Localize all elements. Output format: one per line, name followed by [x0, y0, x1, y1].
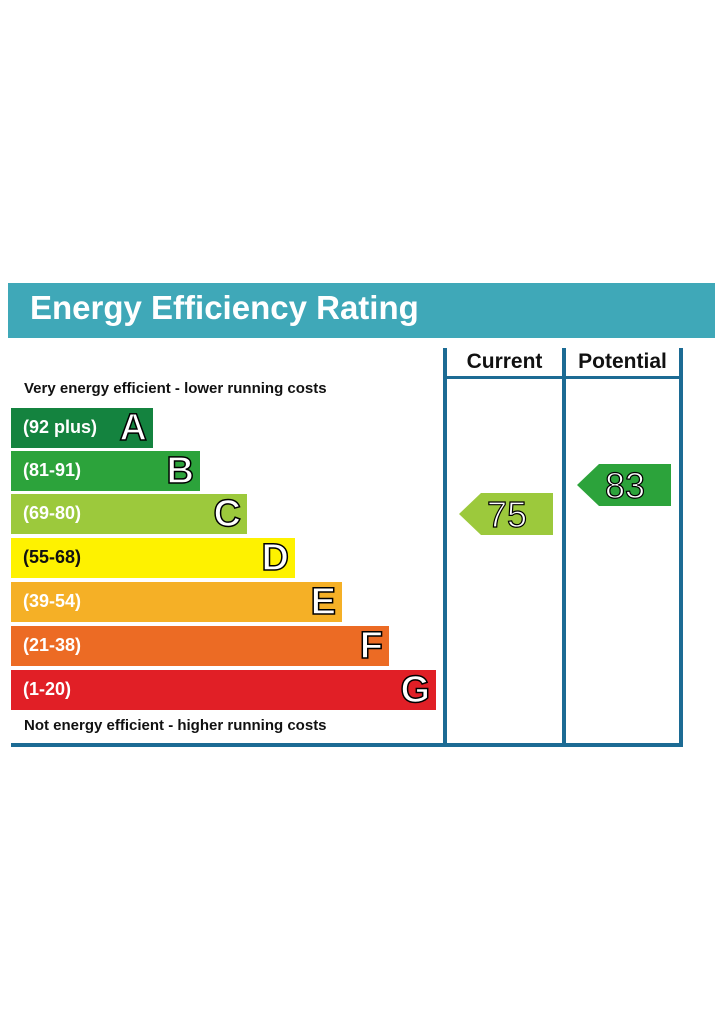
band-range-label: (39-54)	[23, 591, 82, 611]
chart-title: Energy Efficiency Rating	[30, 289, 419, 326]
frame-left-divider	[443, 348, 447, 747]
frame-middle-divider	[562, 348, 566, 747]
band-letter: F	[359, 624, 384, 668]
potential-rating-value: 83	[604, 464, 646, 506]
current-rating-pointer: 75	[459, 493, 553, 536]
band-letter: E	[310, 580, 337, 624]
potential-rating-pointer: 83	[577, 464, 671, 507]
band-e: (39-54) E	[11, 580, 342, 624]
header-underline	[443, 376, 683, 379]
band-letter: G	[400, 668, 431, 712]
band-g: (1-20) G	[11, 668, 436, 712]
band-range-label: (1-20)	[23, 679, 72, 699]
bottom-label: Not energy efficient - higher running co…	[24, 717, 327, 734]
band-b: (81-91) B	[11, 449, 200, 493]
top-label: Very energy efficient - lower running co…	[24, 380, 327, 397]
title-bar: Energy Efficiency Rating	[8, 283, 715, 338]
frame-bottom-border	[11, 743, 683, 747]
frame-right-border	[679, 348, 683, 747]
band-range-label: (69-80)	[23, 503, 82, 523]
current-pointer-arrow	[459, 493, 553, 535]
column-header-potential: Potential	[578, 350, 667, 373]
band-c: (69-80) C	[11, 492, 247, 536]
band-range-label: (92 plus)	[23, 417, 98, 437]
band-range-label: (81-91)	[23, 460, 82, 480]
current-rating-value: 75	[486, 493, 528, 535]
potential-pointer-arrow	[577, 464, 671, 506]
column-header-current: Current	[466, 350, 543, 373]
band-letter: C	[213, 492, 242, 536]
band-letter: A	[119, 406, 148, 450]
band-f: (21-38) F	[11, 624, 389, 668]
band-a: (92 plus) A	[11, 406, 153, 450]
band-range-label: (21-38)	[23, 635, 82, 655]
band-range-label: (55-68)	[23, 547, 82, 567]
band-d: (55-68) D	[11, 536, 295, 580]
band-letter: B	[166, 449, 195, 493]
band-letter: D	[261, 536, 290, 580]
